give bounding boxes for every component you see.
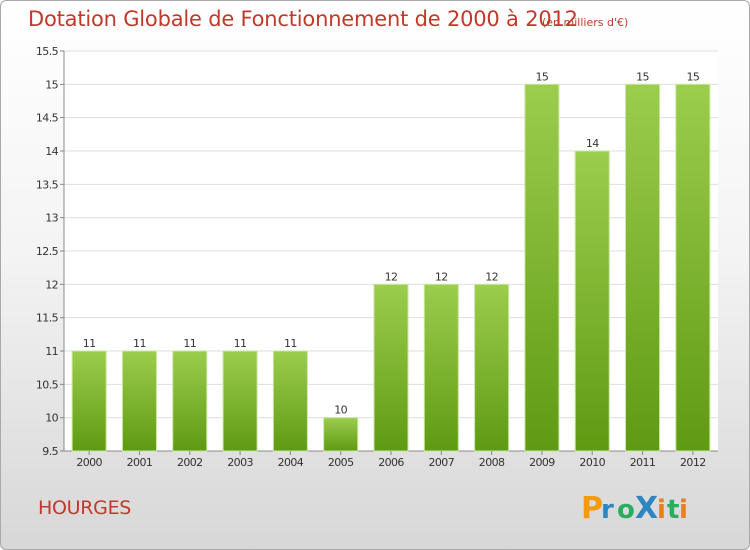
x-tick-label: 2006	[378, 456, 404, 469]
y-tick-label: 9.5	[42, 445, 58, 458]
x-tick-label: 2011	[630, 456, 656, 469]
data-label: 11	[183, 337, 196, 350]
bar	[373, 283, 409, 452]
y-tick-label: 12.5	[36, 245, 59, 258]
svg-text:i: i	[679, 495, 688, 525]
data-label: 15	[536, 70, 549, 83]
data-label: 11	[133, 337, 146, 350]
proxiti-logo: P r o X i t i	[581, 491, 688, 526]
commune-name: HOURGES	[38, 497, 132, 519]
svg-text:X: X	[635, 491, 658, 526]
bar	[675, 83, 711, 452]
y-tick-label: 13.5	[36, 178, 59, 191]
y-tick-label: 10	[45, 412, 58, 425]
data-label: 15	[636, 70, 649, 83]
x-tick-label: 2008	[479, 456, 505, 469]
bar	[625, 83, 661, 452]
y-tick-label: 14.5	[36, 112, 59, 125]
data-label: 12	[435, 270, 448, 283]
bar	[323, 417, 359, 452]
svg-text:i: i	[657, 495, 666, 525]
y-tick-label: 10.5	[36, 378, 59, 391]
bar	[474, 283, 510, 452]
data-label: 11	[234, 337, 247, 350]
bar	[71, 350, 107, 452]
x-tick-label: 2003	[227, 456, 253, 469]
x-tick-label: 2010	[579, 456, 605, 469]
data-label: 11	[284, 337, 297, 350]
y-tick-label: 11	[45, 345, 58, 358]
bar	[524, 83, 560, 452]
data-label: 10	[334, 404, 347, 417]
y-tick-label: 13	[45, 212, 58, 225]
bar	[423, 283, 459, 452]
y-tick-label: 15.5	[36, 45, 59, 58]
x-tick-label: 2004	[278, 456, 304, 469]
x-tick-label: 2002	[177, 456, 203, 469]
svg-text:t: t	[667, 495, 679, 525]
y-tick-label: 14	[45, 145, 58, 158]
bar	[574, 150, 610, 452]
x-tick-label: 2005	[328, 456, 354, 469]
bar	[172, 350, 208, 452]
data-label: 15	[686, 70, 699, 83]
chart-title: Dotation Globale de Fonctionnement de 20…	[28, 7, 578, 31]
x-tick-label: 2007	[429, 456, 455, 469]
data-label: 12	[485, 270, 498, 283]
svg-text:P: P	[581, 491, 603, 526]
x-tick-label: 2001	[127, 456, 153, 469]
x-tick-label: 2009	[529, 456, 555, 469]
data-label: 14	[586, 137, 599, 150]
chart-unit-note: (en milliers d'€)	[542, 16, 629, 29]
x-tick-label: 2000	[76, 456, 102, 469]
y-tick-label: 15	[45, 78, 58, 91]
data-label: 11	[83, 337, 96, 350]
y-tick-label: 12	[45, 278, 58, 291]
svg-text:r: r	[601, 495, 614, 525]
bar	[121, 350, 157, 452]
data-label: 12	[385, 270, 398, 283]
bar	[272, 350, 308, 452]
x-tick-label: 2012	[680, 456, 706, 469]
y-tick-label: 11.5	[36, 312, 59, 325]
svg-text:o: o	[617, 495, 635, 525]
bar	[222, 350, 258, 452]
